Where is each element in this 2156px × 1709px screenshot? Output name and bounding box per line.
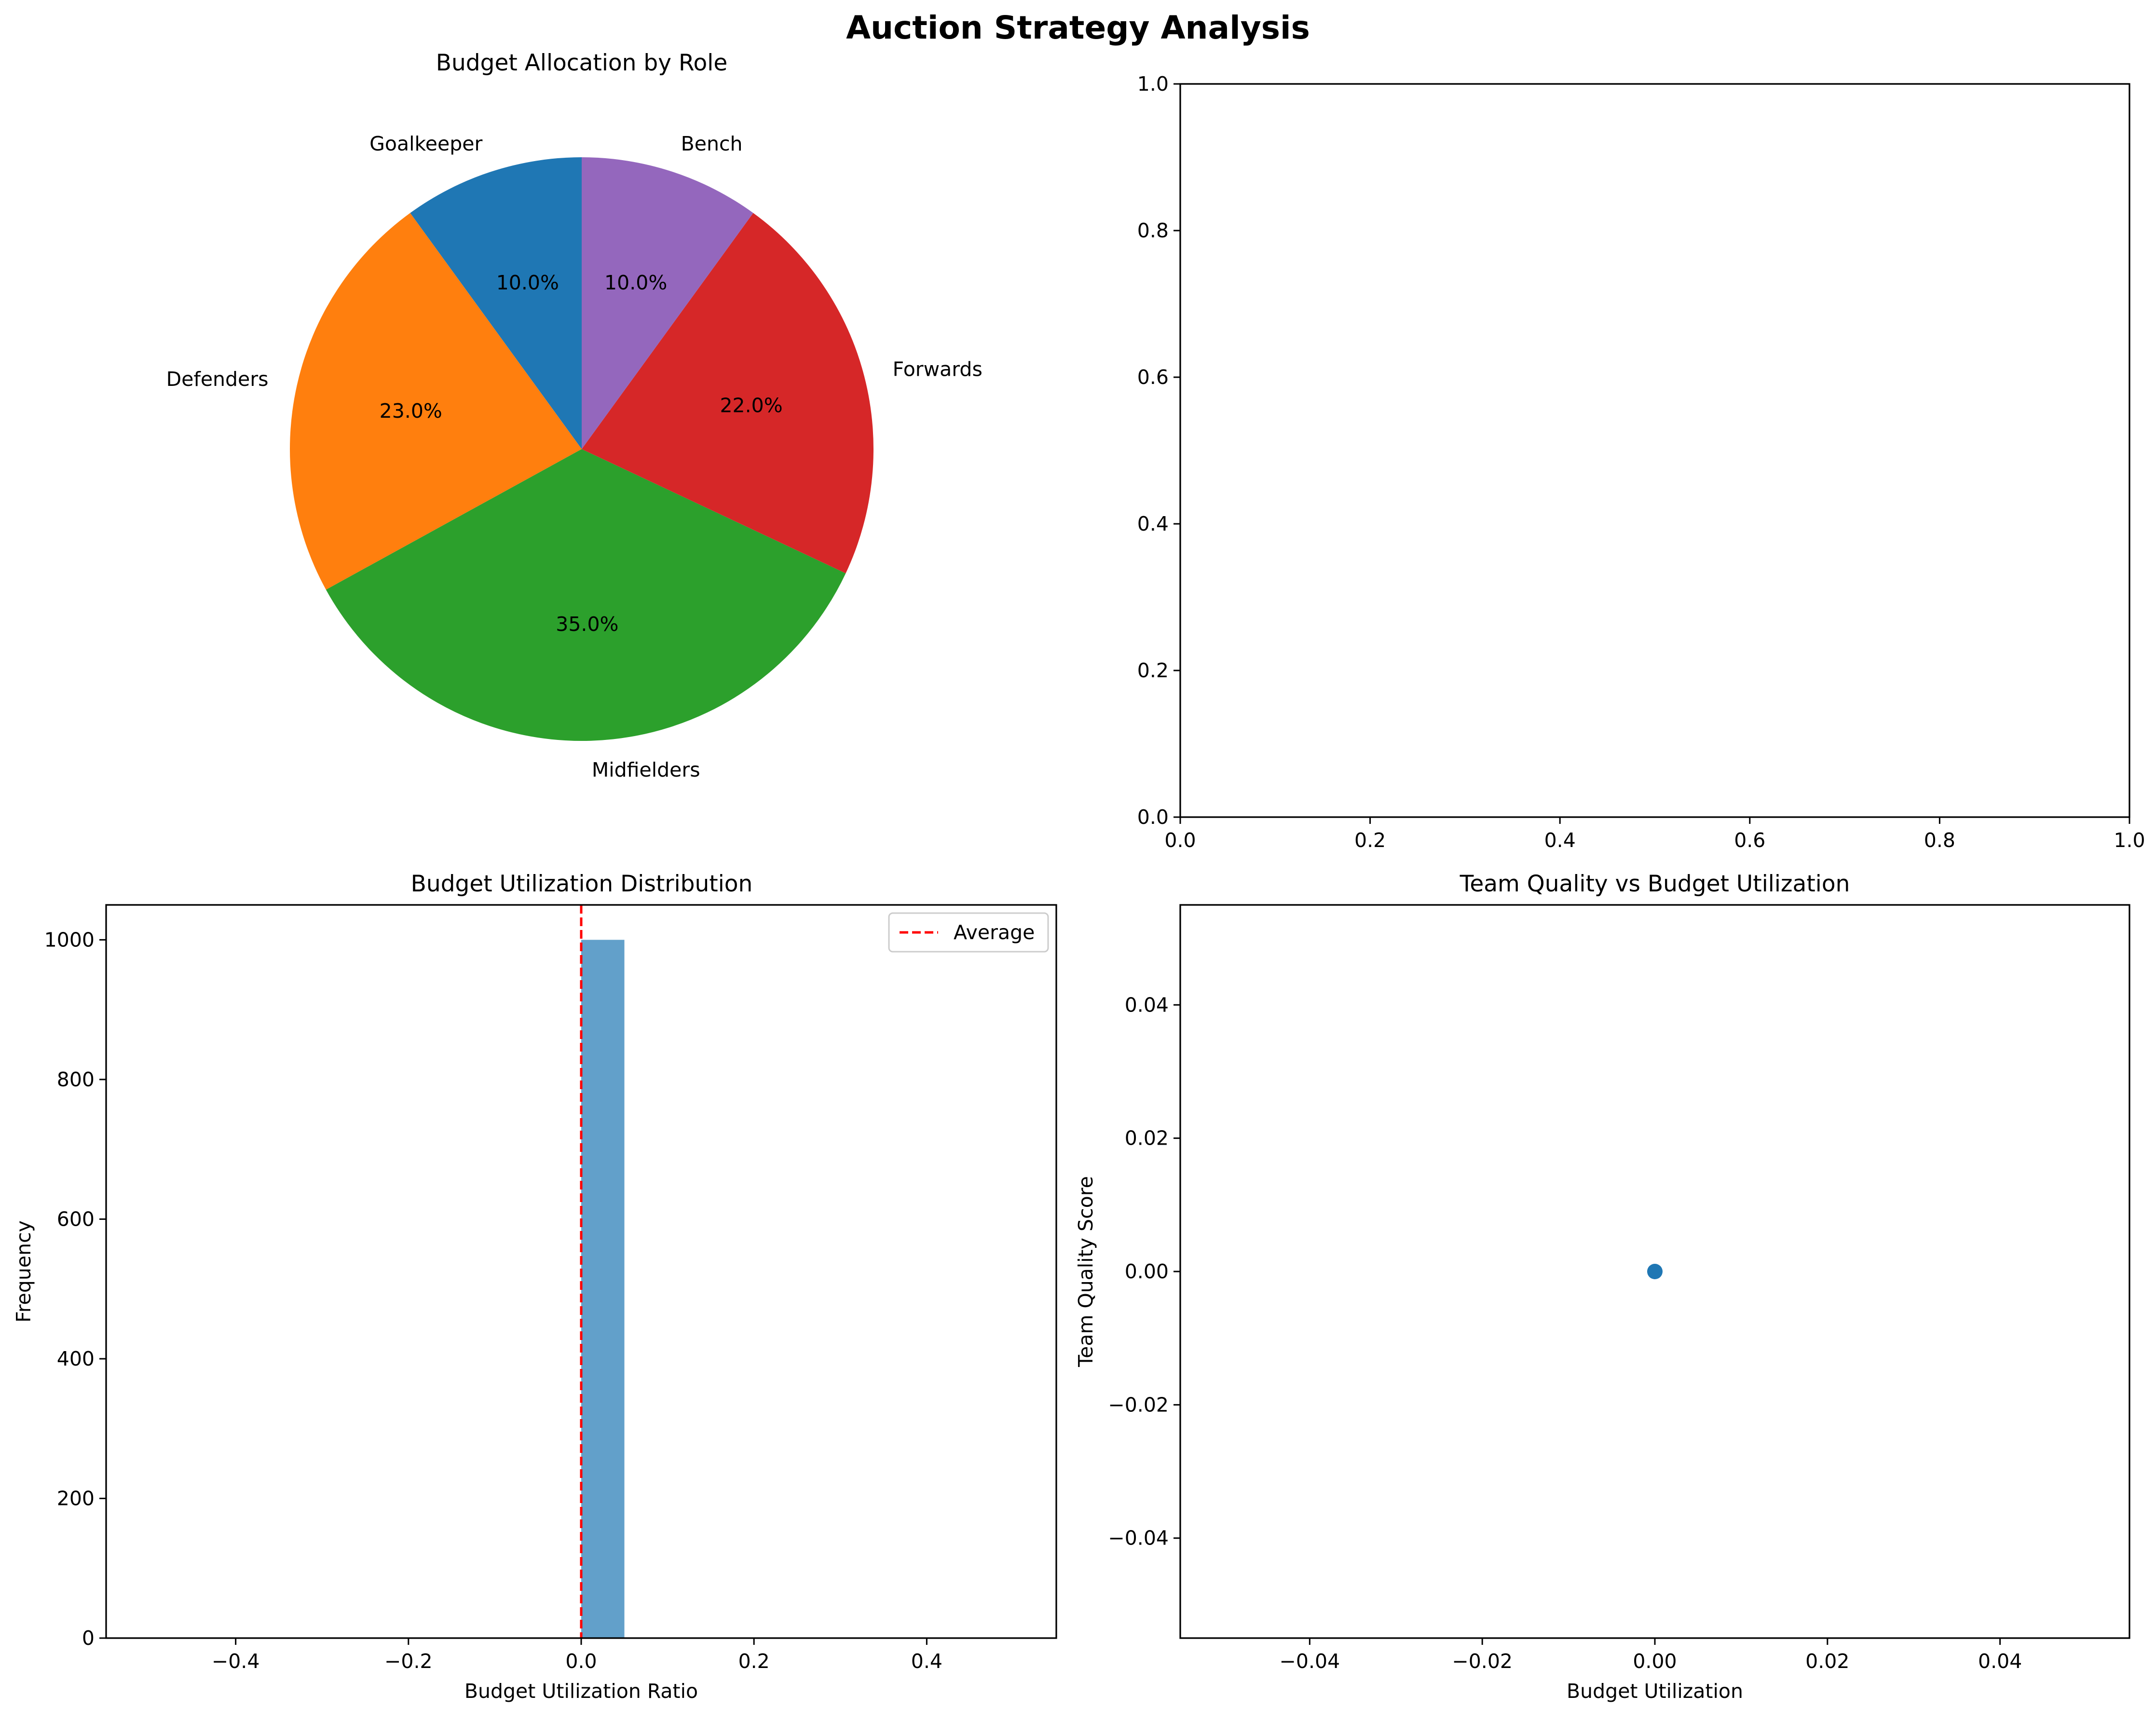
scatter-y-tick-label: −0.02 bbox=[1108, 1393, 1169, 1416]
pie-label-midfielders: Midfielders bbox=[592, 758, 700, 781]
scatter-team-quality: Team Quality vs Budget Utilization −0.04… bbox=[1074, 871, 2130, 1703]
scatter-x-tick-label: 0.04 bbox=[1978, 1650, 2022, 1673]
empty-axes-y-tick-label: 1.0 bbox=[1137, 72, 1169, 96]
histogram-y-tick-label: 800 bbox=[57, 1068, 95, 1091]
empty-axes-y-tick-label: 0.6 bbox=[1137, 366, 1169, 389]
scatter-x-tick-label: −0.02 bbox=[1452, 1650, 1513, 1673]
pie-slice-forwards bbox=[582, 213, 873, 574]
pie-percent-bench: 10.0% bbox=[604, 271, 667, 294]
pie-percent-defenders: 23.0% bbox=[380, 399, 442, 423]
empty-axes-x-tick-label: 0.0 bbox=[1164, 829, 1196, 852]
pie-label-bench: Bench bbox=[681, 132, 743, 155]
pie-chart-title: Budget Allocation by Role bbox=[436, 50, 727, 76]
pie-chart-budget-allocation: Budget Allocation by Role Goalkeeper 10.0… bbox=[166, 50, 982, 781]
scatter-y-tick-label: 0.04 bbox=[1125, 993, 1169, 1016]
empty-axes-x-tick-label: 0.6 bbox=[1734, 829, 1765, 852]
histogram-legend: Average bbox=[888, 912, 1049, 953]
histogram-x-tick-label: 0.2 bbox=[738, 1650, 770, 1673]
pie-label-goalkeeper: Goalkeeper bbox=[369, 132, 482, 155]
histogram-y-tick-label: 0 bbox=[82, 1627, 95, 1650]
histogram-budget-utilization: Budget Utilization Distribution −0.4 −0.2… bbox=[12, 871, 1057, 1703]
scatter-x-axis-label: Budget Utilization bbox=[1567, 1680, 1743, 1703]
pie-slice-goalkeeper bbox=[410, 157, 582, 449]
histogram-y-tick-label: 1000 bbox=[44, 928, 95, 951]
histogram-y-tick-label: 600 bbox=[57, 1207, 95, 1230]
pie-percent-goalkeeper: 10.0% bbox=[496, 271, 559, 294]
histogram-x-tick-label: −0.4 bbox=[212, 1650, 260, 1673]
histogram-bar bbox=[581, 940, 625, 1638]
pie-slice-midfielders bbox=[326, 449, 846, 741]
histogram-y-tick-label: 400 bbox=[57, 1347, 95, 1370]
pie-slice-defenders bbox=[290, 213, 582, 590]
scatter-x-tick-label: 0.00 bbox=[1633, 1650, 1677, 1673]
pie-percent-midfielders: 35.0% bbox=[556, 613, 618, 636]
scatter-y-tick-label: 0.02 bbox=[1125, 1127, 1169, 1150]
pie-slice-bench bbox=[582, 157, 753, 449]
empty-axes-frame bbox=[1179, 83, 2130, 818]
figure-title: Auction Strategy Analysis bbox=[846, 9, 1310, 46]
empty-axes-x-tick-label: 0.8 bbox=[1924, 829, 1955, 852]
pie-label-forwards: Forwards bbox=[893, 357, 982, 381]
pie-label-defenders: Defenders bbox=[166, 368, 269, 391]
scatter-y-tick-label: 0.00 bbox=[1125, 1260, 1169, 1283]
empty-axes-x-tick-label: 1.0 bbox=[2114, 829, 2145, 852]
empty-axes-y-tick-label: 0.0 bbox=[1137, 806, 1169, 829]
empty-axes-y-tick-label: 0.8 bbox=[1137, 219, 1169, 242]
scatter-y-tick-label: −0.04 bbox=[1108, 1527, 1169, 1550]
histogram-x-tick-label: 0.4 bbox=[911, 1650, 942, 1673]
empty-axes-x-tick-label: 0.2 bbox=[1354, 829, 1386, 852]
empty-axes-y-tick-label: 0.2 bbox=[1137, 659, 1169, 682]
empty-axes-panel: 0.0 0.2 0.4 0.6 0.8 1.0 0.0 0.2 0.4 0.6 0.8 1.0 bbox=[1137, 72, 2145, 852]
scatter-x-tick-label: 0.02 bbox=[1805, 1650, 1849, 1673]
empty-axes-y-tick-label: 0.4 bbox=[1137, 512, 1169, 535]
scatter-chart-title: Team Quality vs Budget Utilization bbox=[1460, 871, 1850, 897]
scatter-x-tick-label: −0.04 bbox=[1280, 1650, 1340, 1673]
scatter-y-axis-label: Team Quality Score bbox=[1074, 1176, 1097, 1367]
legend-box bbox=[888, 912, 1049, 953]
histogram-y-axis-label: Frequency bbox=[12, 1220, 35, 1323]
histogram-y-tick-label: 200 bbox=[57, 1487, 95, 1510]
scatter-point bbox=[1647, 1264, 1663, 1279]
legend-entry-average: Average bbox=[954, 921, 1035, 944]
histogram-x-axis-label: Budget Utilization Ratio bbox=[464, 1680, 698, 1703]
histogram-x-tick-label: −0.2 bbox=[384, 1650, 433, 1673]
empty-axes-x-tick-label: 0.4 bbox=[1544, 829, 1576, 852]
histogram-title: Budget Utilization Distribution bbox=[411, 871, 753, 897]
histogram-x-tick-label: 0.0 bbox=[565, 1650, 597, 1673]
pie-percent-forwards: 22.0% bbox=[720, 394, 782, 417]
